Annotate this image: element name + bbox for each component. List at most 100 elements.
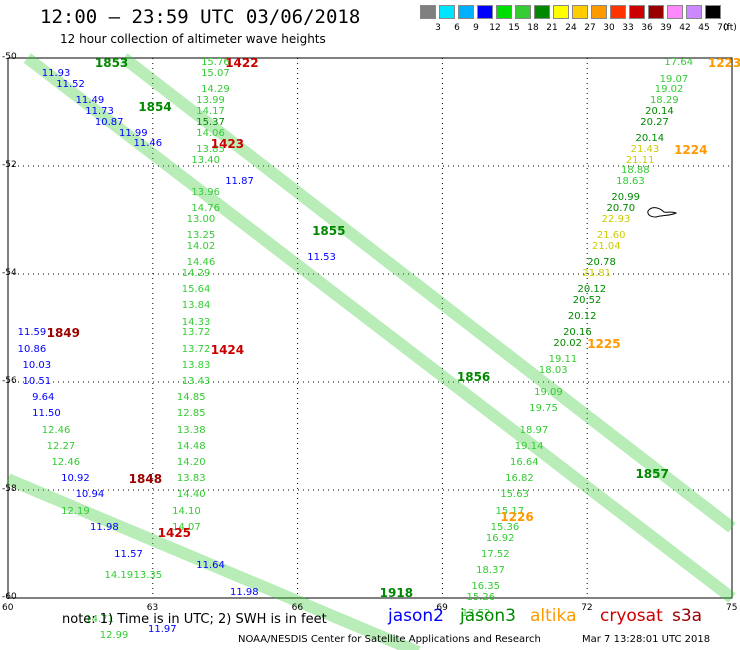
swh-value: 14.85 bbox=[176, 392, 206, 404]
swh-value: 20.12 bbox=[567, 311, 597, 323]
swh-value: 16.92 bbox=[485, 532, 515, 544]
swh-value: 19.75 bbox=[529, 403, 558, 414]
scale-swatch bbox=[496, 5, 512, 19]
swh-value: 18.29 bbox=[649, 95, 679, 107]
pass-number: 1423 bbox=[210, 137, 245, 152]
lon-label: 63 bbox=[146, 603, 159, 613]
swh-value: 13.38 bbox=[176, 424, 206, 436]
swh-value: 12.46 bbox=[51, 457, 81, 468]
swh-value: 20.99 bbox=[611, 192, 640, 204]
swh-value: 13.96 bbox=[191, 187, 221, 198]
swh-value: 15.76 bbox=[201, 57, 230, 69]
swh-value: 15.07 bbox=[201, 68, 230, 80]
scale-label: 6 bbox=[454, 23, 460, 33]
pass-number: 1857 bbox=[635, 466, 669, 481]
swh-value: 13.25 bbox=[186, 230, 216, 242]
swh-value: 11.87 bbox=[225, 176, 254, 188]
swh-value: 21.43 bbox=[630, 143, 660, 155]
swh-value: 18.03 bbox=[538, 365, 568, 377]
swh-value: 11.97 bbox=[147, 624, 177, 636]
swh-value: 12.19 bbox=[61, 505, 90, 517]
swh-value: 15.36 bbox=[490, 521, 520, 533]
swh-value: 13.72 bbox=[181, 343, 211, 355]
swh-value: 15.63 bbox=[500, 489, 529, 501]
page-title: 12:00 – 23:59 UTC 03/06/2018 bbox=[40, 6, 361, 28]
scale-swatch bbox=[705, 5, 721, 19]
swh-value: 19.11 bbox=[548, 354, 578, 366]
swh-value: 20.02 bbox=[553, 338, 583, 350]
scale-label: 42 bbox=[679, 23, 691, 33]
swh-value: 20.14 bbox=[645, 106, 674, 117]
scale-swatch bbox=[610, 5, 626, 19]
pass-number: 1856 bbox=[456, 369, 491, 384]
pass-number: 1226 bbox=[500, 510, 534, 524]
pass-number: 1422 bbox=[225, 56, 259, 71]
legend-jason2: jason2 bbox=[388, 606, 444, 626]
legend-s3a: s3a bbox=[672, 606, 703, 626]
pass-number: 1854 bbox=[138, 99, 172, 114]
swh-value: 10.94 bbox=[75, 489, 105, 501]
legend-altika: altika bbox=[530, 606, 577, 626]
swh-value: 18.88 bbox=[620, 165, 650, 177]
swh-value: 15.17 bbox=[495, 505, 525, 517]
scale-label: 30 bbox=[603, 23, 615, 33]
scale-label: 12 bbox=[489, 23, 501, 33]
swh-value: 20.14 bbox=[635, 133, 665, 144]
swh-value: 14.76 bbox=[191, 203, 221, 215]
swh-value: 14.19 bbox=[104, 570, 134, 582]
scale-swatch bbox=[686, 5, 702, 19]
scale-swatch bbox=[591, 5, 607, 19]
swh-value: 15.26 bbox=[466, 592, 496, 603]
map-note: note: 1) Time is in UTC; 2) SWH is in fe… bbox=[62, 612, 327, 627]
swh-value: 21.11 bbox=[625, 154, 655, 166]
island-outline bbox=[647, 207, 678, 218]
lat-label: -60 bbox=[2, 592, 17, 602]
swh-value: 20.12 bbox=[577, 284, 607, 296]
pass-number: 1223 bbox=[707, 56, 740, 71]
swh-value: 11.73 bbox=[85, 106, 114, 117]
swh-value: 13.83 bbox=[176, 473, 206, 485]
swh-value: 20.52 bbox=[572, 295, 602, 306]
swh-value: 10.86 bbox=[17, 343, 47, 355]
pass-number: 1855 bbox=[312, 223, 346, 238]
scale-swatch bbox=[439, 5, 455, 19]
scale-label: 15 bbox=[508, 23, 520, 33]
swh-value: 18.63 bbox=[616, 176, 645, 188]
swh-value: 16.82 bbox=[505, 473, 534, 485]
page-subtitle: 12 hour collection of altimeter wave hei… bbox=[60, 32, 326, 46]
swh-value: 13.35 bbox=[133, 570, 163, 582]
swh-value: 11.50 bbox=[32, 408, 61, 420]
swh-value: 18.37 bbox=[476, 565, 505, 576]
swh-value: 14.33 bbox=[181, 316, 211, 328]
swh-value: 13.83 bbox=[181, 359, 211, 371]
swh-value: 10.51 bbox=[22, 376, 52, 387]
scale-swatch bbox=[629, 5, 645, 19]
swh-value: 11.99 bbox=[119, 127, 148, 139]
pass-number: 1918 bbox=[379, 585, 414, 600]
scale-label: 9 bbox=[473, 23, 479, 33]
swh-value: 12.85 bbox=[176, 408, 206, 420]
swh-value: 16.35 bbox=[471, 581, 500, 593]
swh-value: 13.85 bbox=[196, 143, 225, 155]
swh-value: 15.64 bbox=[181, 284, 211, 296]
swh-value: 11.64 bbox=[196, 559, 225, 571]
swh-value: 19.02 bbox=[654, 84, 684, 96]
swh-value: 14.46 bbox=[186, 257, 216, 269]
swh-value: 13.72 bbox=[181, 327, 211, 339]
legend-cryosat: cryosat bbox=[600, 606, 663, 626]
scale-label: 39 bbox=[660, 23, 672, 33]
swh-value: 13.84 bbox=[181, 300, 211, 312]
lon-label: 66 bbox=[291, 603, 304, 613]
swh-value: 16.64 bbox=[509, 457, 539, 468]
swh-value: 11.59 bbox=[17, 327, 47, 339]
pass-number: 1225 bbox=[587, 337, 621, 352]
swh-value: 17.64 bbox=[664, 57, 694, 69]
swh-value: 11.98 bbox=[230, 586, 259, 598]
swh-value: 11.57 bbox=[114, 548, 143, 560]
swh-value: 11.52 bbox=[56, 79, 85, 90]
lon-label: 60 bbox=[2, 603, 14, 613]
scale-label: 24 bbox=[565, 23, 577, 33]
pass-number: 1224 bbox=[674, 142, 708, 157]
scale-swatch bbox=[420, 5, 436, 19]
